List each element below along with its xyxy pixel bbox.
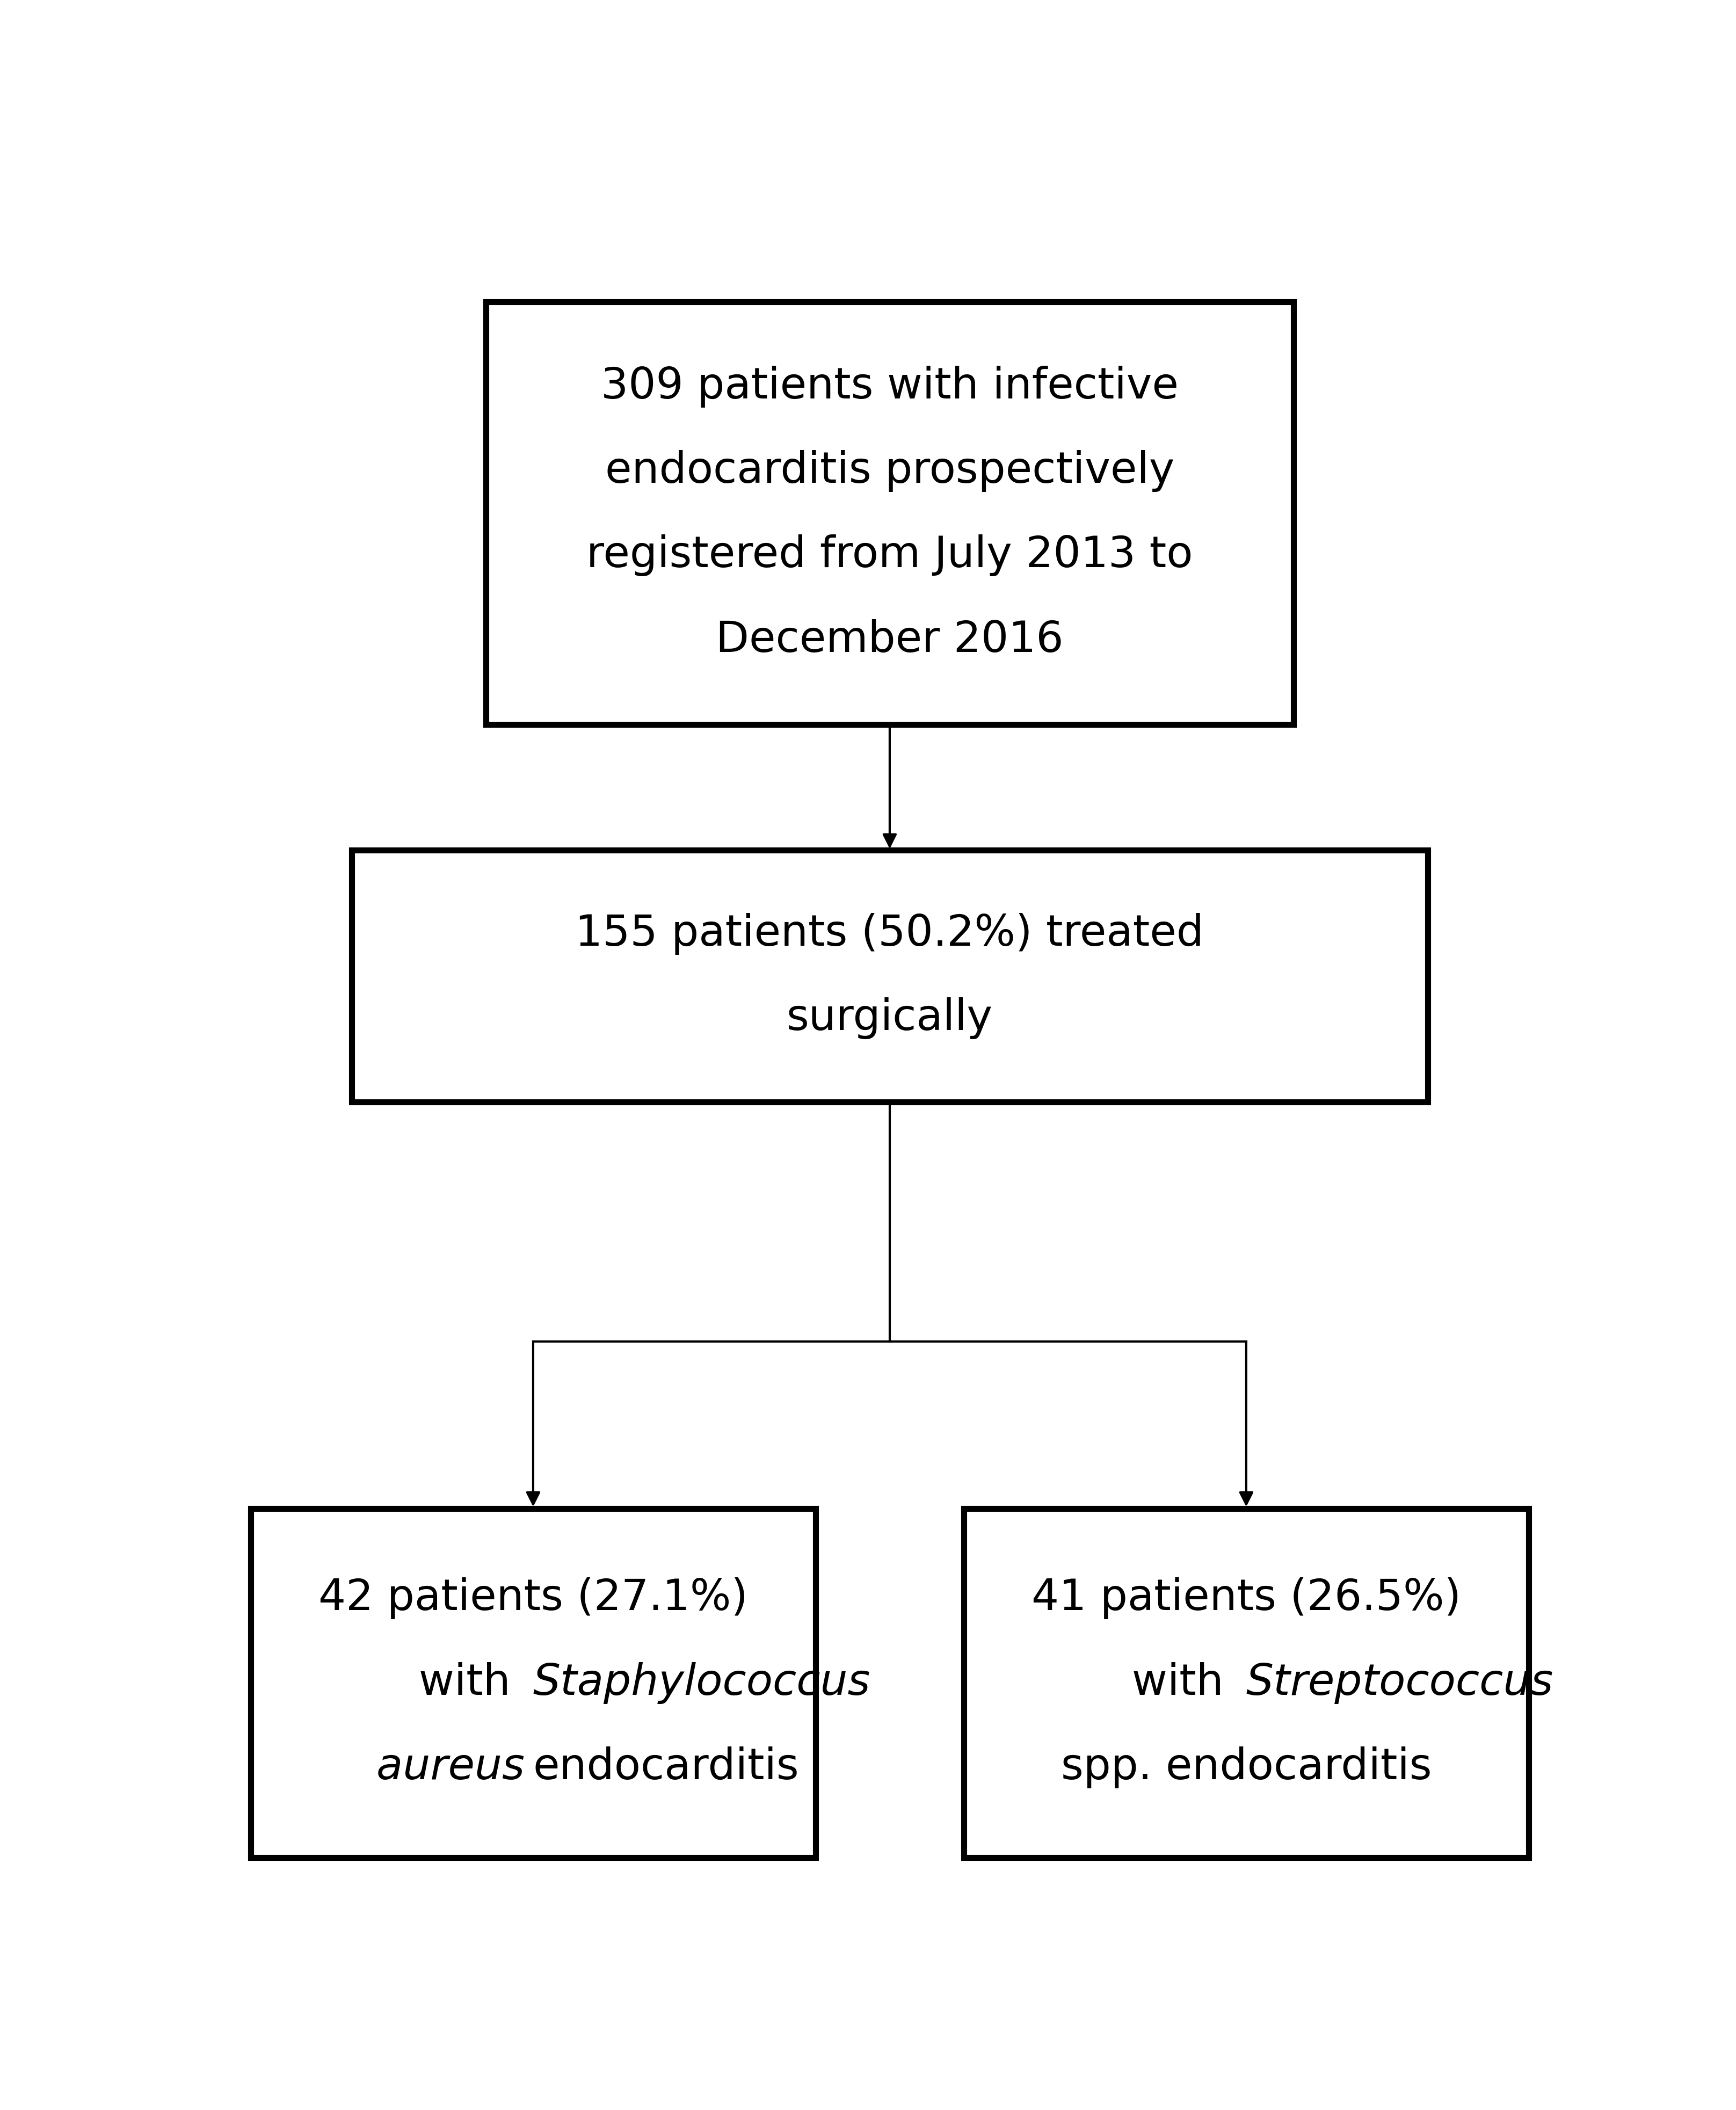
Text: spp. endocarditis: spp. endocarditis [1061,1747,1432,1789]
Text: 155 patients (50.2%) treated: 155 patients (50.2%) treated [575,914,1205,956]
Text: 42 patients (27.1%): 42 patients (27.1%) [318,1578,748,1618]
Bar [486,302,1293,724]
Text: with: with [418,1663,533,1705]
Text: endocarditis: endocarditis [533,1747,799,1789]
Text: endocarditis prospectively: endocarditis prospectively [606,449,1174,492]
Text: 309 patients with infective: 309 patients with infective [601,365,1179,407]
Text: surgically: surgically [786,998,993,1040]
Text: aureus: aureus [377,1747,533,1789]
Bar [250,1509,816,1857]
Text: 41 patients (26.5%): 41 patients (26.5%) [1031,1578,1462,1618]
Text: Streptococcus: Streptococcus [1246,1663,1554,1705]
Bar [351,850,1429,1101]
Text: Staphylococcus: Staphylococcus [533,1663,871,1705]
Text: registered from July 2013 to: registered from July 2013 to [587,534,1193,576]
Text: with: with [1132,1663,1246,1705]
Bar [963,1509,1529,1857]
Text: December 2016: December 2016 [715,618,1064,660]
